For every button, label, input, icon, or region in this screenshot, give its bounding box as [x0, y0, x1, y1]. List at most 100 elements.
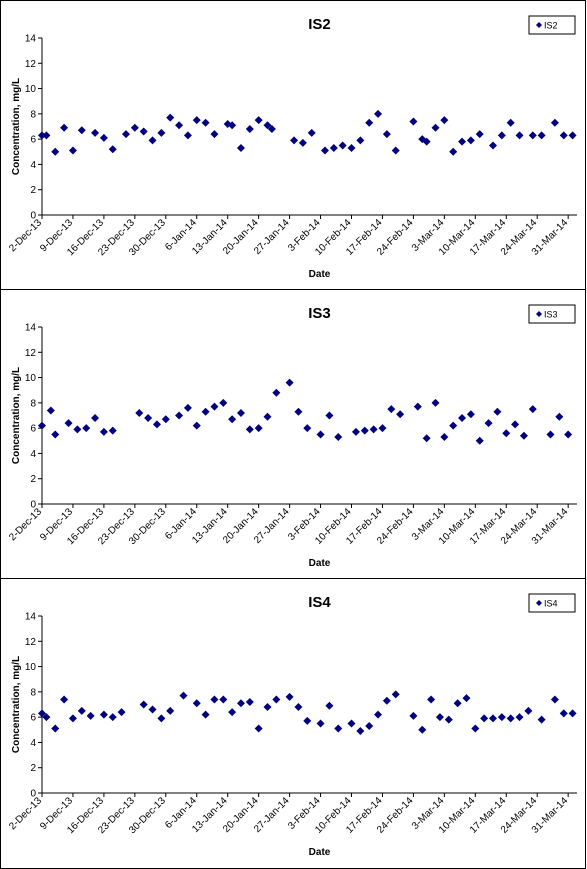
data-point	[422, 434, 431, 443]
chart-svg: IS3024681012142-Dec-139-Dec-1316-Dec-132…	[7, 304, 577, 569]
data-point	[99, 133, 108, 142]
data-point	[559, 131, 568, 140]
y-tick-label: 8	[30, 687, 36, 698]
data-point	[130, 123, 139, 132]
data-point	[360, 426, 369, 435]
data-point	[568, 131, 577, 140]
y-tick-label: 6	[30, 424, 36, 435]
data-point	[524, 706, 533, 715]
data-point	[488, 141, 497, 150]
chart-title: IS2	[308, 16, 331, 33]
y-axis-label: Concentration, mg/L	[11, 367, 22, 464]
y-tick-label: 12	[25, 59, 37, 70]
chart-svg: IS2024681012142-Dec-139-Dec-1316-Dec-132…	[7, 15, 577, 280]
data-point	[303, 424, 312, 433]
y-tick-label: 10	[25, 662, 37, 673]
data-point	[183, 403, 192, 412]
data-point	[528, 131, 537, 140]
legend: IS4	[528, 593, 576, 613]
data-point	[369, 425, 378, 434]
y-tick-label: 6	[30, 135, 36, 146]
data-point	[466, 136, 475, 145]
data-point	[290, 136, 299, 145]
data-point	[537, 131, 546, 140]
data-point	[68, 714, 77, 723]
data-point	[201, 710, 210, 719]
data-point	[440, 432, 449, 441]
data-point	[157, 714, 166, 723]
data-point	[263, 703, 272, 712]
data-point	[338, 141, 347, 150]
data-point	[294, 407, 303, 416]
data-point	[515, 713, 524, 722]
data-point	[166, 113, 175, 122]
data-point	[334, 724, 343, 733]
data-point	[396, 410, 405, 419]
data-point	[320, 146, 329, 155]
data-point	[51, 430, 60, 439]
data-point	[347, 143, 356, 152]
data-point	[108, 426, 117, 435]
data-point	[365, 721, 374, 730]
data-point	[356, 136, 365, 145]
data-point	[73, 425, 82, 434]
y-tick-label: 6	[30, 713, 36, 724]
y-tick-label: 0	[30, 789, 36, 800]
data-point	[139, 127, 148, 136]
legend: IS3	[528, 304, 576, 324]
data-point	[179, 691, 188, 700]
data-point	[51, 724, 60, 733]
data-point	[444, 715, 453, 724]
data-point	[285, 378, 294, 387]
data-point	[263, 121, 272, 130]
chart-panel-is4: IS4 0 2 4 6 8 10 12 14 2-Dec-13 9-Dec-13 16-Dec-13 2…	[0, 578, 586, 869]
data-point	[458, 137, 467, 146]
data-point	[267, 125, 276, 134]
data-point	[152, 420, 161, 429]
chart-svg: IS4024681012142-Dec-139-Dec-1316-Dec-132…	[7, 593, 577, 858]
data-point	[480, 714, 489, 723]
legend-marker	[536, 22, 542, 28]
data-point	[117, 708, 126, 717]
data-point	[435, 713, 444, 722]
data-point	[440, 116, 449, 125]
data-point	[236, 143, 245, 152]
data-point	[161, 415, 170, 424]
data-point	[466, 410, 475, 419]
chart-title: IS4	[308, 594, 331, 611]
data-point	[484, 419, 493, 428]
y-tick-label: 0	[30, 211, 36, 222]
y-tick-label: 14	[25, 34, 37, 45]
data-point	[254, 424, 263, 433]
data-point	[192, 116, 201, 125]
data-point	[219, 695, 228, 704]
y-tick-label: 0	[30, 500, 36, 511]
data-point	[285, 692, 294, 701]
data-point	[139, 700, 148, 709]
x-axis-label: Date	[309, 847, 331, 858]
data-point	[91, 414, 100, 423]
y-tick-label: 12	[25, 348, 37, 359]
legend-marker	[536, 600, 542, 606]
data-point	[51, 147, 60, 156]
data-point	[564, 430, 573, 439]
data-point	[347, 719, 356, 728]
data-point	[38, 131, 46, 140]
data-point	[374, 710, 383, 719]
data-point	[568, 709, 577, 718]
data-point	[515, 131, 524, 140]
data-point	[192, 421, 201, 430]
data-point	[462, 694, 471, 703]
data-point	[550, 695, 559, 704]
data-point	[192, 699, 201, 708]
chart-panel-is2: IS2 0 2 4 6 8 10 12 14 2-Dec-13 9-Dec-13 16-Dec-13 2…	[0, 0, 586, 290]
data-point	[272, 695, 281, 704]
data-point	[506, 118, 515, 127]
data-point	[382, 696, 391, 705]
data-point	[307, 128, 316, 137]
data-point	[201, 118, 210, 127]
data-point	[228, 708, 237, 717]
y-tick-label: 2	[30, 185, 36, 196]
data-point	[210, 695, 219, 704]
data-point	[382, 130, 391, 139]
